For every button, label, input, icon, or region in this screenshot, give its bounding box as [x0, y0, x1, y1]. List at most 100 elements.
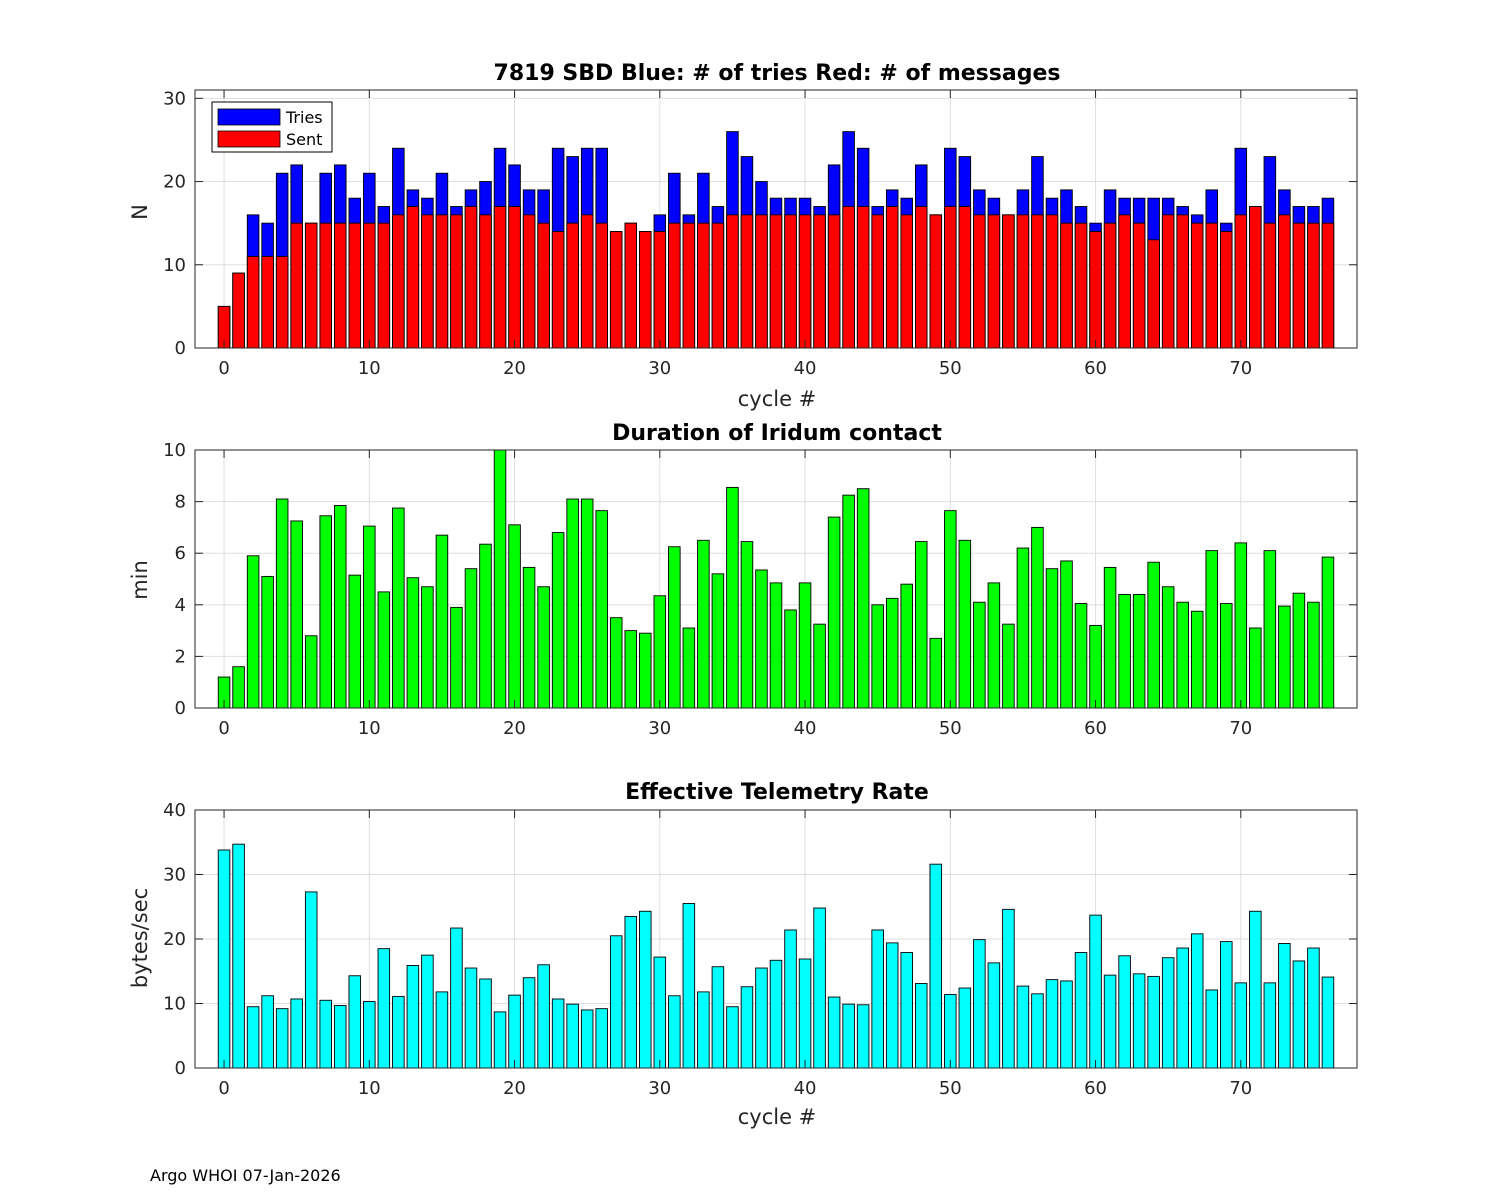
duration-bar — [1089, 624, 1102, 709]
rate-bar — [1074, 952, 1088, 1069]
sbd-bar-sent — [1002, 214, 1015, 349]
duration-bar — [784, 609, 797, 709]
sbd-bar-sent — [1031, 214, 1044, 349]
rate-bar — [726, 1006, 739, 1069]
rate-bar — [682, 903, 696, 1069]
rate-bar — [246, 1006, 260, 1069]
rate-bar — [1103, 974, 1117, 1069]
duration-x-tick-label: 0 — [218, 718, 229, 739]
rate-bar — [1031, 993, 1044, 1069]
rate-bar — [290, 998, 303, 1069]
sbd-bar-sent — [769, 214, 783, 349]
duration-bar — [1031, 526, 1044, 709]
duration-x-tick-label: 10 — [358, 718, 381, 739]
sbd-bar-sent — [885, 206, 899, 349]
sbd-bar-sent — [1249, 206, 1262, 349]
duration-bar — [1278, 605, 1291, 709]
rate-bar — [217, 849, 231, 1069]
rate-bar — [624, 915, 638, 1069]
duration-bar — [580, 498, 594, 709]
legend-label-tries: Tries — [285, 108, 323, 127]
sbd-bar-sent — [1220, 231, 1233, 349]
sbd-bar-sent — [856, 206, 870, 349]
sbd-bar-sent — [566, 222, 579, 349]
rate-bar — [493, 1011, 507, 1069]
rate-y-tick-label: 0 — [175, 1058, 186, 1079]
rate-bar — [232, 843, 245, 1069]
duration-bar — [653, 595, 667, 709]
duration-bar — [726, 486, 739, 709]
sbd-bar-sent — [261, 256, 274, 349]
sbd-x-tick-label: 0 — [218, 358, 229, 379]
sbd-bar-sent — [275, 256, 289, 349]
duration-bar — [348, 574, 362, 709]
sbd-bar-sent — [333, 222, 347, 349]
duration-bar — [1176, 601, 1189, 709]
sbd-y-tick-label: 30 — [163, 88, 186, 109]
rate-bar — [1321, 976, 1335, 1069]
duration-bar — [682, 627, 696, 709]
sbd-bar-sent — [784, 214, 797, 349]
duration-y-tick-label: 0 — [175, 698, 186, 719]
rate-bar — [885, 942, 899, 1069]
duration-bar — [842, 494, 855, 709]
duration-bar — [639, 632, 652, 709]
duration-y-tick-label: 6 — [175, 543, 186, 564]
rate-x-tick-label: 40 — [794, 1078, 817, 1099]
sbd-x-tick-label: 70 — [1229, 358, 1252, 379]
sbd-bar-sent — [973, 214, 986, 349]
sbd-bar-sent — [842, 206, 855, 349]
duration-bar — [1234, 542, 1248, 709]
duration-bar — [958, 539, 972, 709]
rate-bar — [377, 948, 391, 1069]
rate-y-tick-label: 20 — [163, 929, 186, 950]
duration-bar — [973, 601, 986, 709]
rate-y-axis-label: bytes/sec — [128, 888, 152, 988]
duration-y-tick-label: 2 — [175, 646, 186, 667]
rate-bar — [871, 929, 884, 1069]
rate-bar — [1161, 957, 1175, 1069]
sbd-bar-sent — [493, 206, 507, 349]
duration-bar — [914, 541, 928, 709]
duration-bar — [1249, 627, 1262, 709]
footer-credit: Argo WHOI 07-Jan-2026 — [150, 1166, 341, 1185]
sbd-bar-sent — [1263, 222, 1277, 349]
rate-y-tick-label: 30 — [163, 865, 186, 886]
duration-axes-frame — [194, 449, 1358, 709]
duration-bar — [1002, 623, 1015, 709]
sbd-bar-sent — [813, 214, 826, 349]
sbd-bar-sent — [1205, 222, 1219, 349]
rate-x-tick-label: 30 — [648, 1078, 671, 1099]
rate-bar — [1292, 960, 1306, 1069]
telemetry-rate-panel: 0 10 20 30 40 50 60 70 0 10 20 30 40 Effective Telem… — [128, 780, 1358, 1129]
duration-bar — [1263, 550, 1277, 709]
rate-bar — [900, 952, 913, 1069]
duration-y-tick-label: 4 — [175, 595, 186, 616]
rate-bar — [1060, 980, 1073, 1069]
rate-bar — [1118, 955, 1131, 1069]
sbd-y-axis-label: N — [128, 204, 152, 220]
sbd-bar-sent — [232, 272, 245, 349]
sbd-bar-sent — [1132, 222, 1146, 349]
duration-bar — [421, 586, 434, 709]
rate-x-tick-label: 20 — [503, 1078, 526, 1099]
duration-bar — [1132, 594, 1146, 709]
sbd-bar-sent — [958, 206, 972, 349]
duration-bar — [871, 604, 884, 709]
rate-chart-title: Effective Telemetry Rate — [625, 780, 929, 805]
sbd-bar-sent — [348, 222, 362, 349]
sbd-x-tick-label: 40 — [794, 358, 817, 379]
sbd-bar-sent — [726, 214, 739, 349]
sbd-bar-sent — [537, 222, 550, 349]
sbd-bar-sent — [304, 222, 318, 349]
sbd-bar-sent — [1103, 222, 1117, 349]
rate-bar — [813, 907, 826, 1069]
sbd-bar-sent — [580, 214, 594, 349]
rate-x-axis-label: cycle # — [738, 1105, 817, 1129]
duration-bar — [435, 534, 449, 709]
rate-bar — [639, 910, 652, 1069]
rate-bar — [697, 991, 710, 1069]
duration-bar — [392, 507, 405, 709]
sbd-bar-sent — [246, 256, 260, 349]
rate-bar — [464, 967, 478, 1069]
